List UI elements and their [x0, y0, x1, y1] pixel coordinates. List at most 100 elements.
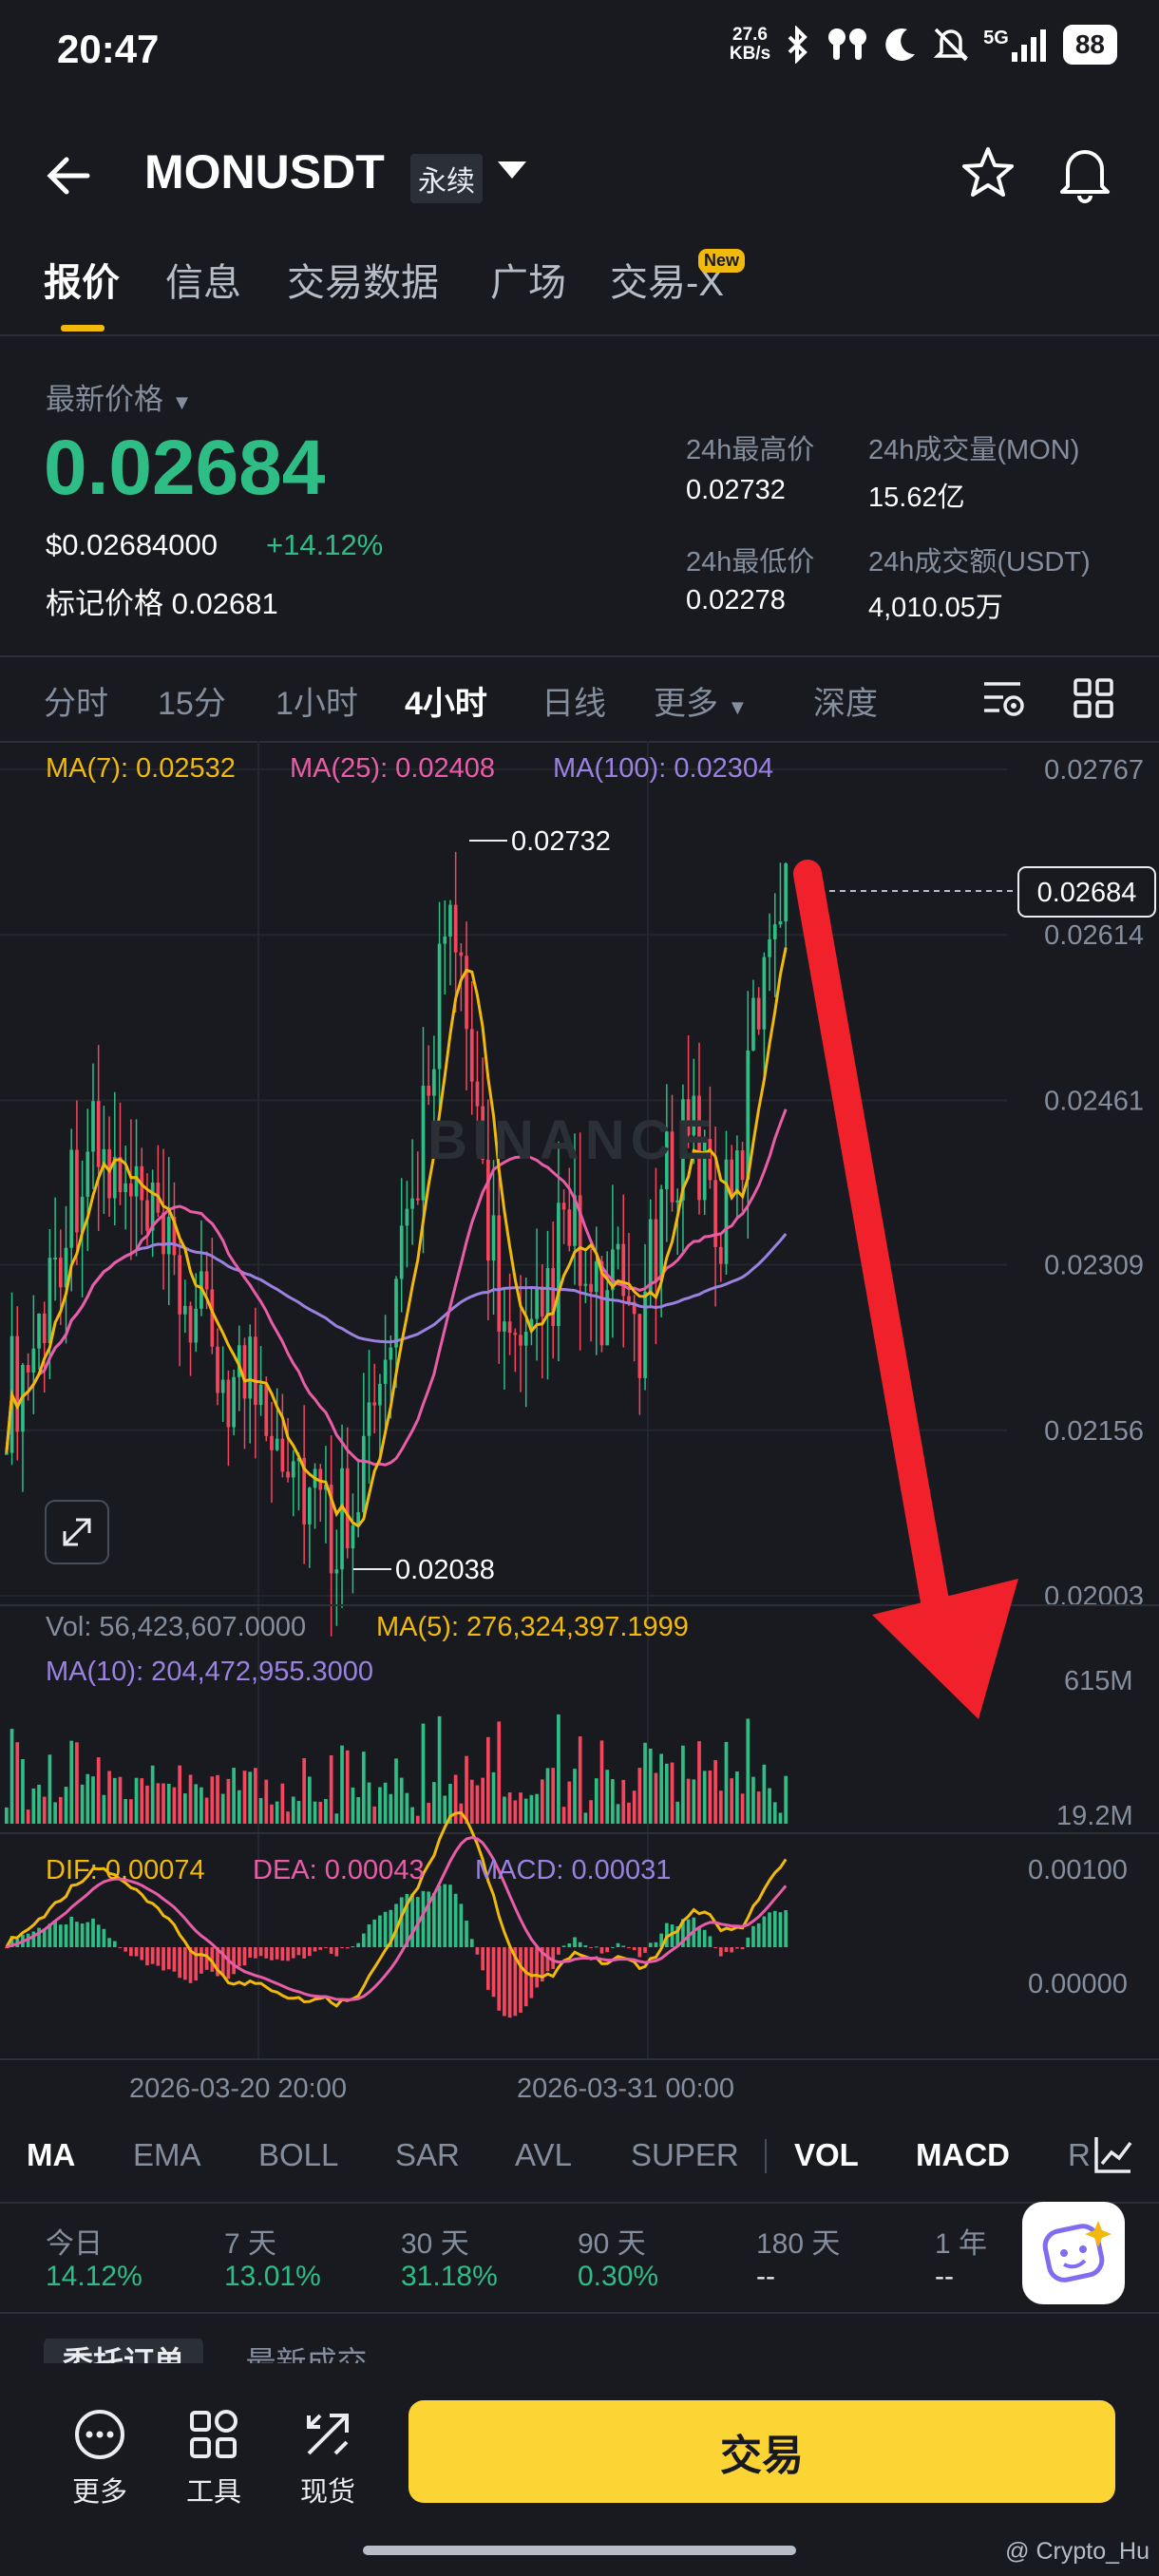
macd-bar — [129, 1947, 133, 1957]
timeframe-15m[interactable]: 15分 — [158, 686, 226, 722]
macd-bar — [621, 1945, 626, 1947]
timeframe-depth[interactable]: 深度 — [813, 686, 878, 722]
candle-body — [443, 936, 447, 944]
bell-icon[interactable] — [1056, 142, 1113, 203]
trade-button[interactable]: 交易 — [408, 2400, 1115, 2503]
candle-body — [670, 1131, 674, 1203]
caret-down-icon[interactable] — [496, 160, 528, 182]
perf-label-90d: 90 天 — [578, 2228, 646, 2260]
indicator-macd[interactable]: MACD — [916, 2137, 1010, 2172]
volume-bar — [367, 1782, 371, 1824]
volume-bar — [529, 1794, 534, 1824]
timeframe-1d[interactable]: 日线 — [542, 686, 606, 722]
indicator-avl[interactable]: AVL — [515, 2137, 572, 2172]
volume-bar — [627, 1802, 631, 1824]
indicator-r[interactable]: R — [1068, 2137, 1091, 2172]
favorite-star-icon[interactable] — [960, 144, 1016, 201]
price-chart[interactable]: BINANCE 0.027670.026140.024610.023090.02… — [0, 741, 1159, 2109]
back-arrow-icon[interactable] — [38, 142, 104, 209]
volume-bar — [394, 1758, 398, 1824]
candle-body — [491, 1215, 496, 1261]
candle-body — [578, 1195, 582, 1286]
candle-body — [692, 1095, 696, 1136]
candle-body — [280, 1438, 285, 1472]
home-indicator[interactable] — [363, 2546, 796, 2555]
price-divider — [0, 655, 1159, 657]
timeframe-4h[interactable]: 4小时 — [405, 686, 487, 722]
tab-quote[interactable]: 报价 — [44, 262, 120, 304]
volume-bar — [735, 1771, 739, 1824]
candle-body — [632, 1301, 636, 1315]
volume-bar — [611, 1779, 615, 1824]
candle-body — [270, 1435, 274, 1450]
candle-body — [529, 1318, 534, 1333]
candle-body — [220, 1379, 225, 1393]
volume-bar — [237, 1790, 241, 1824]
volume-bar — [242, 1771, 247, 1824]
volume-bar — [437, 1715, 442, 1824]
macd-bar — [264, 1947, 269, 1959]
indicator-ma[interactable]: MA — [27, 2137, 76, 2172]
partial-tab-orders[interactable]: 委托订单 — [44, 2339, 204, 2363]
indicator-vol[interactable]: VOL — [794, 2137, 859, 2172]
candle-body — [735, 1150, 739, 1195]
macd-bar — [389, 1909, 393, 1947]
macd-bar — [481, 1947, 484, 1971]
tab-square[interactable]: 广场 — [490, 262, 566, 304]
candle-body — [475, 1081, 480, 1107]
volume-bar — [308, 1776, 312, 1824]
volume-bar — [427, 1802, 431, 1824]
candle-body — [421, 1086, 426, 1201]
latest-price-label[interactable]: 最新价格 ▼ — [46, 383, 193, 416]
candle-body — [540, 1286, 544, 1317]
timeframe-more[interactable]: 更多 ▼ — [654, 686, 749, 722]
nav-spot[interactable]: 现货 — [285, 2408, 370, 2510]
candle-body — [594, 1260, 598, 1293]
dea-legend: DEA: 0.00043 — [253, 1855, 425, 1885]
volume-bar — [469, 1779, 474, 1824]
indicator-ema[interactable]: EMA — [133, 2137, 201, 2172]
volume-bar — [69, 1740, 74, 1824]
chart-settings-icon[interactable] — [982, 678, 1026, 720]
indicator-boll[interactable]: BOLL — [258, 2137, 339, 2172]
volume-bar — [48, 1754, 52, 1824]
volume-bar — [573, 1769, 577, 1824]
grid-layout-icon[interactable] — [1074, 678, 1113, 718]
volume-bar — [616, 1804, 620, 1824]
ai-assistant-button[interactable] — [1022, 2202, 1125, 2304]
macd-bar — [497, 1947, 502, 2011]
pair-title[interactable]: MONUSDT — [144, 145, 385, 199]
tab-info[interactable]: 信息 — [165, 262, 241, 304]
indicator-settings-icon[interactable] — [1092, 2133, 1134, 2175]
macd-bar — [383, 1911, 388, 1947]
nav-more[interactable]: 更多 — [57, 2408, 142, 2510]
candle-body — [784, 863, 788, 922]
low-24h-value: 0.02278 — [686, 585, 786, 616]
nav-tools[interactable]: 工具 — [171, 2408, 256, 2510]
last-price: 0.02684 — [44, 425, 326, 511]
candle-body — [778, 921, 783, 925]
new-badge: New — [698, 249, 746, 273]
macd-bar — [535, 1947, 539, 1988]
volume-bar — [112, 1777, 117, 1824]
x-label-1: 2026-03-20 20:00 — [129, 2074, 347, 2104]
macd-bar — [356, 1942, 360, 1947]
candle-body — [329, 1484, 333, 1574]
candle-body — [599, 1260, 604, 1346]
candle-body — [5, 1452, 9, 1455]
earbuds-icon — [828, 28, 867, 60]
candle-body — [340, 1468, 344, 1570]
ma100-legend: MA(100): 0.02304 — [553, 753, 774, 784]
candle-body — [275, 1438, 279, 1450]
candle-body — [453, 904, 458, 953]
macd-bar — [351, 1946, 355, 1948]
indicator-sar[interactable]: SAR — [395, 2137, 460, 2172]
tab-trading-data[interactable]: 交易数据 — [287, 262, 439, 304]
perf-label-1y: 1 年 — [935, 2228, 988, 2260]
fullscreen-icon[interactable] — [45, 1500, 109, 1564]
timeframe-line[interactable]: 分时 — [44, 686, 108, 722]
volume-24h-label: 24h成交量(MON) — [868, 435, 1080, 465]
indicator-super[interactable]: SUPER — [631, 2137, 739, 2172]
timeframe-1h[interactable]: 1小时 — [276, 686, 358, 722]
partial-tab-trades[interactable]: 最新成交 — [245, 2345, 368, 2363]
